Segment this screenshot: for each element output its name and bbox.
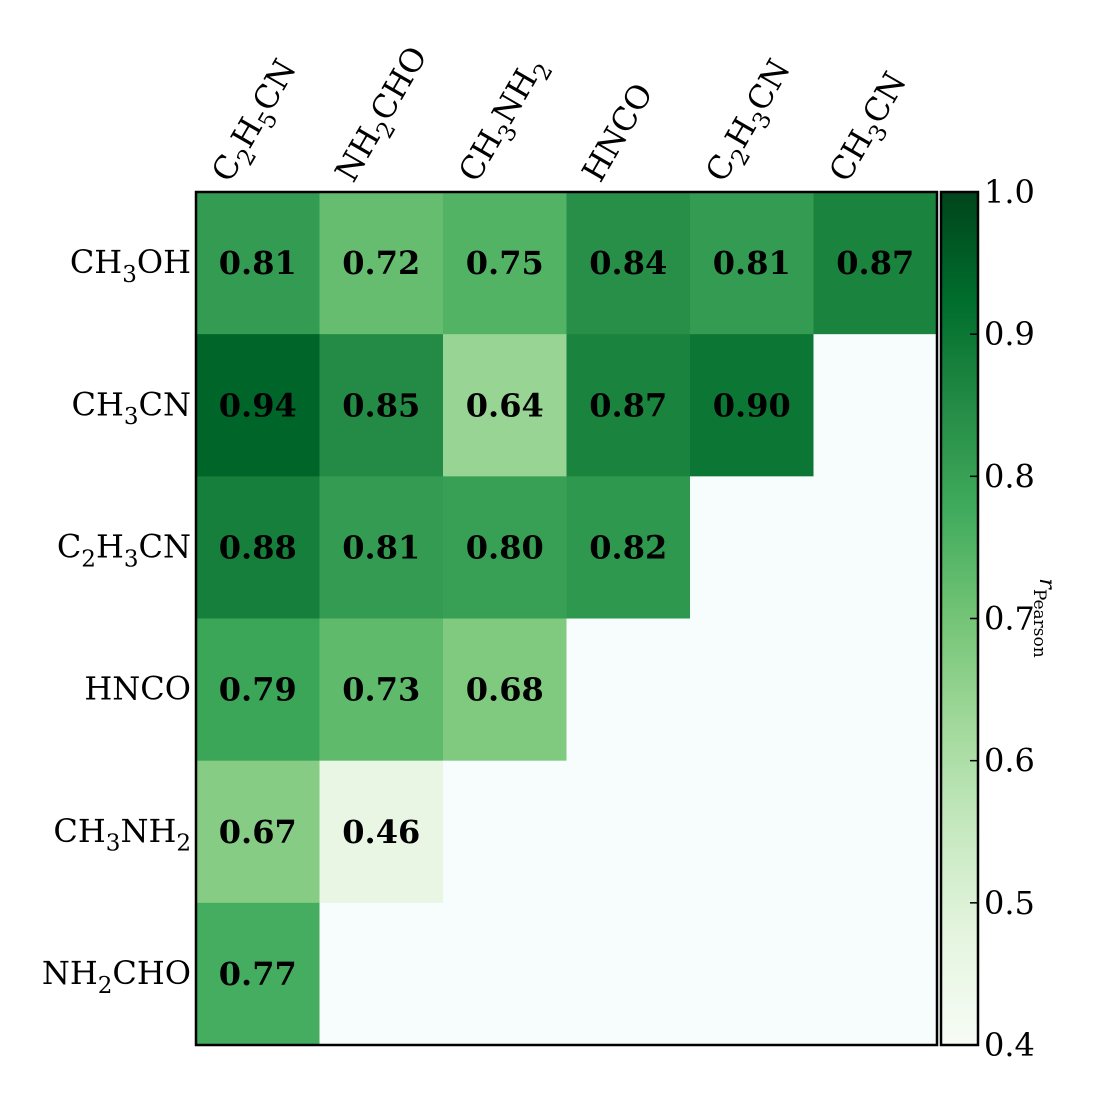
cell-value-label: 0.73 [342,671,420,709]
heatmap-cell [813,334,938,477]
cell-value-label: 0.90 [713,386,791,424]
heatmap-cell [196,192,321,335]
y-tick-label: HNCO [84,670,191,708]
x-tick-label: C2H3CN [698,53,804,192]
x-tick-label: HNCO [574,77,660,188]
cell-value-label: 0.85 [342,386,420,424]
y-tick-label: CH3NH2 [53,812,191,857]
heatmap-cell [813,192,938,335]
heatmap-cell [566,476,691,620]
heatmap-cells [196,192,938,1046]
heatmap-cell [690,192,815,335]
cell-value-label: 0.81 [342,528,420,566]
x-tick-label: C2H5CN [204,53,310,192]
heatmap-cell [443,192,568,335]
y-tick-label: CH3CN [71,385,191,430]
heatmap-cell [690,334,815,477]
cell-value-label: 0.87 [589,386,667,424]
cell-value-label: 0.94 [219,386,297,424]
heatmap-cell [443,334,568,477]
cell-value-label: 0.81 [219,244,297,282]
colorbar-tick-label: 0.7 [984,600,1035,638]
cell-value-label: 0.87 [836,244,914,282]
colorbar-label: rPearson [1029,578,1059,657]
y-axis-tick-labels: CH3OH CH3CN C2H3CN HNCO CH3NH2 NH2CHO [42,243,191,999]
cell-value-label: 0.79 [219,671,297,709]
heatmap-cell [196,334,321,477]
heatmap-cell [443,618,568,762]
heatmap-cell [690,618,815,762]
plot-frame [194,190,939,1047]
cell-value-label: 0.82 [589,528,667,566]
x-tick-label: CH3CN [821,65,920,191]
heatmap-cell [813,902,938,1046]
heatmap-cell [813,618,938,762]
colorbar: 0.4 0.5 0.6 0.7 0.8 0.9 1.0 rPearson [939,173,1059,1064]
cell-value-label: 0.64 [466,386,544,424]
cell-value-label: 0.81 [713,244,791,282]
heatmap-cell [443,760,568,904]
heatmap-cell [690,476,815,620]
heatmap-cell [196,618,321,762]
heatmap-cell [319,476,444,620]
colorbar-tick-label: 0.9 [984,315,1035,353]
cell-value-label: 0.68 [466,671,544,709]
heatmap-cell [196,760,321,904]
cell-value-label: 0.72 [342,244,420,282]
heatmap-cell [566,334,691,477]
heatmap-cell [690,760,815,904]
heatmap-cell [690,902,815,1046]
heatmap-cell [566,192,691,335]
y-tick-label: CH3OH [70,243,191,288]
cell-value-label: 0.67 [219,813,297,851]
cell-value-label: 0.88 [219,528,297,566]
heatmap-cell [813,476,938,620]
heatmap-cell [196,902,321,1046]
x-tick-label: NH2CHO [327,40,441,192]
heatmap-cell [319,192,444,335]
heatmap-cell [196,476,321,620]
colorbar-tick-label: 0.4 [984,1026,1035,1064]
heatmap-cell [566,760,691,904]
cell-value-labels: 0.81 0.72 0.75 0.84 0.81 0.87 0.94 0.85 0.64 0.87… [219,244,914,993]
y-tick-label: NH2CHO [42,954,191,999]
colorbar-tick-label: 1.0 [984,173,1035,211]
cell-value-label: 0.80 [466,528,544,566]
colorbar-tick-label: 0.8 [984,457,1035,495]
colorbar-ticks: 0.4 0.5 0.6 0.7 0.8 0.9 1.0 [970,173,1035,1064]
cell-value-label: 0.46 [342,813,420,851]
heatmap-cell [319,618,444,762]
colorbar-tick-label: 0.6 [984,742,1035,780]
cell-value-label: 0.77 [219,955,297,993]
x-tick-label: CH3NH2 [451,50,559,192]
colorbar-tick-label: 0.5 [984,884,1035,922]
y-tick-label: C2H3CN [57,527,191,572]
heatmap-cell [319,760,444,904]
heatmap-cell [443,902,568,1046]
heatmap-cell [566,902,691,1046]
cell-value-label: 0.75 [466,244,544,282]
heatmap-cell [319,902,444,1046]
heatmap-cell [319,334,444,477]
cell-value-label: 0.84 [589,244,667,282]
heatmap-cell [566,618,691,762]
heatmap-cell [443,476,568,620]
heatmap-cell [813,760,938,904]
